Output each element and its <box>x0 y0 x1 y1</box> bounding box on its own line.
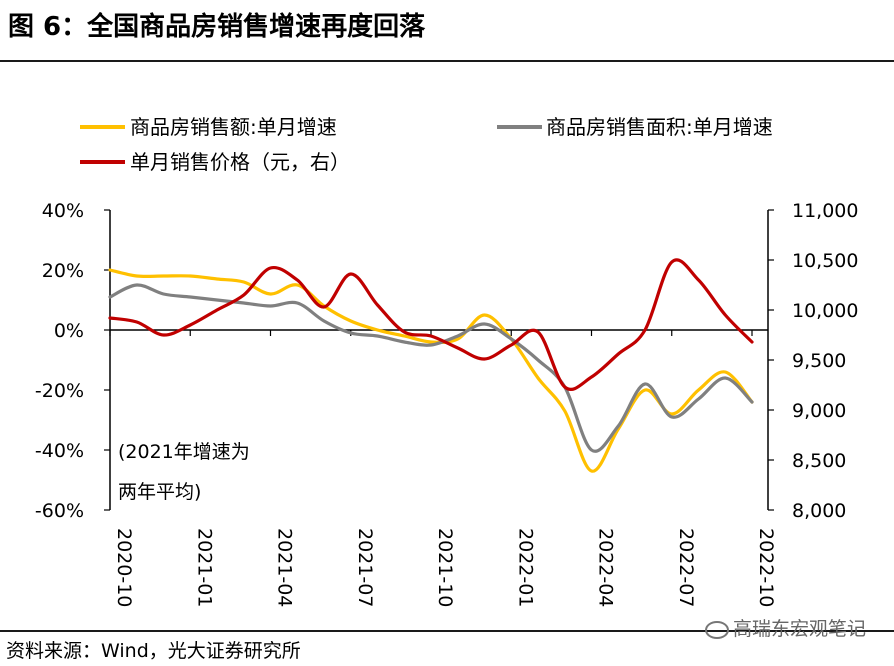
annotation-line-2: 两年平均) <box>118 481 201 503</box>
x-tick-label: 2021-07 <box>354 528 376 607</box>
right-tick-label: 9,500 <box>792 350 846 372</box>
top-rule <box>0 60 894 62</box>
legend-label-sales-amount: 商品房销售额:单月增速 <box>130 115 337 139</box>
left-tick-label: 20% <box>42 260 84 282</box>
x-tick-label: 2020-10 <box>113 528 135 607</box>
right-tick-label: 9,000 <box>792 400 846 422</box>
x-axis-ticks: 2020-10 2021-01 2021-04 2021-07 2021-10 2022-… <box>109 330 777 607</box>
watermark-text: 高瑞东宏观笔记 <box>732 618 866 640</box>
left-tick-label: 40% <box>42 200 84 222</box>
x-tick-label: 2021-01 <box>193 528 215 607</box>
left-tick-label: -40% <box>35 440 84 462</box>
right-tick-label: 8,000 <box>792 500 846 522</box>
right-tick-label: 11,000 <box>792 200 858 222</box>
right-axis-ticks: 11,000 10,500 10,000 9,500 9,000 8,500 8,000 <box>768 200 858 522</box>
right-tick-label: 10,500 <box>792 250 858 272</box>
series-line-sales-amount <box>108 268 754 473</box>
x-tick-label: 2022-10 <box>755 528 777 607</box>
series-layer <box>108 258 754 473</box>
x-tick-label: 2022-07 <box>675 528 697 607</box>
legend-label-price: 单月销售价格（元，右） <box>130 150 350 174</box>
x-tick-label: 2021-04 <box>274 528 296 607</box>
series-line-sales-area <box>108 283 754 453</box>
right-tick-label: 8,500 <box>792 450 846 472</box>
watermark: 高瑞东宏观笔记 <box>704 614 866 641</box>
x-tick-label: 2022-04 <box>595 528 617 607</box>
legend: 商品房销售额:单月增速 商品房销售面积:单月增速 单月销售价格（元，右） <box>80 115 773 174</box>
annotation-line-1: (2021年增速为 <box>118 441 250 463</box>
series-line-price <box>108 258 754 391</box>
bottom-rule <box>0 630 894 632</box>
x-tick-label: 2022-01 <box>514 528 536 607</box>
left-axis-ticks: 40% 20% 0% -20% -40% -60% <box>35 200 110 522</box>
right-tick-label: 10,000 <box>792 300 858 322</box>
legend-label-sales-area: 商品房销售面积:单月增速 <box>546 115 773 139</box>
left-tick-label: -60% <box>35 500 84 522</box>
wechat-icon <box>704 620 729 639</box>
left-tick-label: -20% <box>35 380 84 402</box>
x-tick-label: 2021-10 <box>434 528 456 607</box>
left-tick-label: 0% <box>54 320 84 342</box>
figure-title: 图 6：全国商品房销售增速再度回落 <box>8 12 426 42</box>
source-note: 资料来源：Wind，光大证券研究所 <box>6 640 301 662</box>
